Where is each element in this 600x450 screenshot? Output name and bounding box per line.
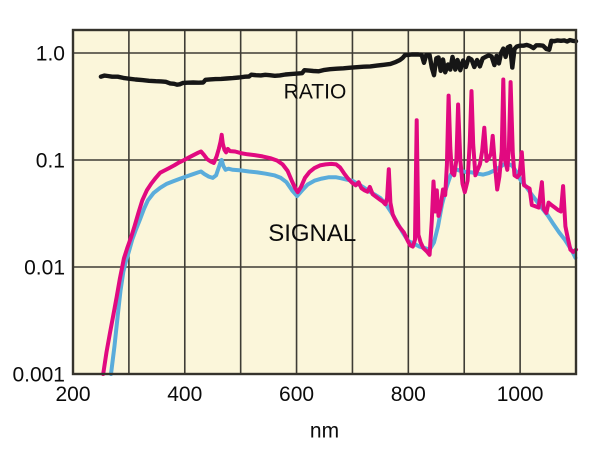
x-tick-label-400: 400 — [167, 383, 202, 406]
signal-curve-magenta — [101, 77, 578, 376]
plot-border — [71, 28, 578, 376]
y-tick-label-0.01: 0.01 — [24, 256, 65, 279]
y-tick-label-1.0: 1.0 — [36, 42, 65, 65]
y-tick-label-0.001: 0.001 — [12, 364, 65, 387]
x-tick-label-200: 200 — [55, 383, 90, 406]
x-tick-label-600: 600 — [279, 383, 314, 406]
x-tick-label-800: 800 — [391, 383, 426, 406]
signal-curve-label: SIGNAL — [268, 219, 357, 247]
y-tick-label-0.1: 0.1 — [36, 149, 65, 172]
x-axis-unit-label: nm — [309, 419, 340, 443]
plot-area — [73, 30, 576, 374]
ratio-curve-label: RATIO — [283, 80, 347, 104]
x-tick-label-1000: 1000 — [497, 383, 544, 406]
ratio-curve — [98, 37, 579, 87]
